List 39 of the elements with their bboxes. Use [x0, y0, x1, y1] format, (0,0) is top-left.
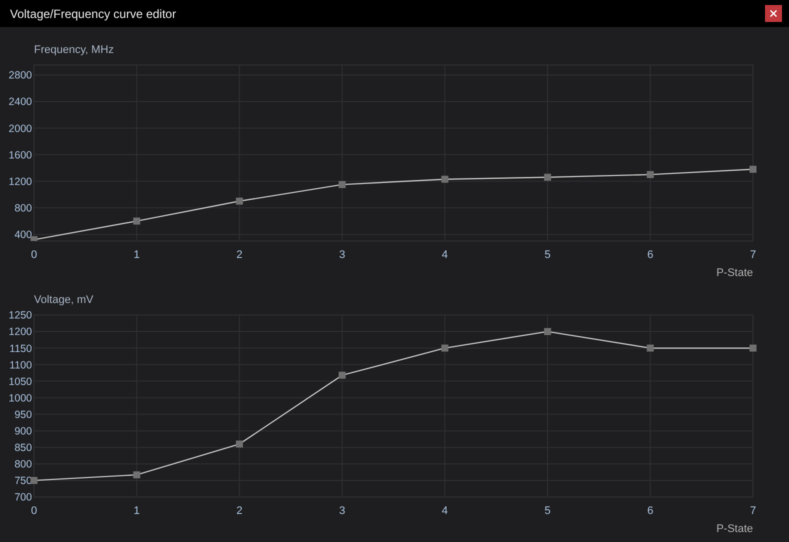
y-tick-label: 1050 [8, 376, 32, 388]
y-tick-label: 2800 [8, 70, 32, 82]
x-tick-label: 0 [30, 249, 38, 261]
y-tick-label: 400 [14, 229, 32, 242]
x-tick-label: 2 [236, 505, 242, 517]
x-axis-title: P-State [716, 523, 753, 535]
x-tick-label: 5 [544, 249, 551, 261]
y-tick-label: 2000 [8, 122, 32, 135]
x-tick-label: 1 [134, 249, 140, 261]
y-tick-label: 1200 [8, 176, 32, 188]
y-axis-title: Voltage, mV [34, 294, 94, 306]
x-tick-label: 6 [647, 505, 654, 517]
y-tick-label: 1600 [8, 149, 32, 162]
y-tick-label: 1150 [9, 342, 32, 355]
chart-title: Voltage/Frequency curve editor [10, 7, 176, 21]
y-tick-label: 1250 [8, 310, 32, 322]
y-tick-label: 800 [14, 202, 32, 214]
y-tick-label: 800 [14, 458, 32, 471]
x-tick-label: 3 [339, 505, 346, 517]
y-tick-label: 900 [14, 425, 32, 438]
y-tick-label: 950 [14, 408, 32, 421]
y-tick-label: 1200 [8, 326, 32, 338]
x-tick-label: 2 [236, 249, 242, 261]
y-tick-label: 850 [14, 442, 32, 454]
y-tick-label: 1100 [9, 359, 32, 372]
y-axis-title: Frequency, MHz [34, 44, 114, 56]
x-tick-label: 6 [647, 249, 654, 261]
y-tick-label: 1000 [8, 392, 32, 404]
x-tick-label: 7 [750, 249, 756, 261]
y-tick-label: 700 [14, 492, 32, 504]
x-tick-label: 1 [134, 505, 140, 517]
x-tick-label: 0 [30, 505, 38, 517]
x-axis-title: P-State [716, 267, 753, 279]
x-tick-label: 5 [544, 505, 551, 517]
y-tick-label: 2400 [8, 96, 32, 108]
x-tick-label: 4 [442, 505, 448, 517]
x-tick-label: 7 [750, 505, 756, 517]
x-tick-label: 3 [339, 249, 346, 261]
x-tick-label: 4 [442, 249, 448, 261]
